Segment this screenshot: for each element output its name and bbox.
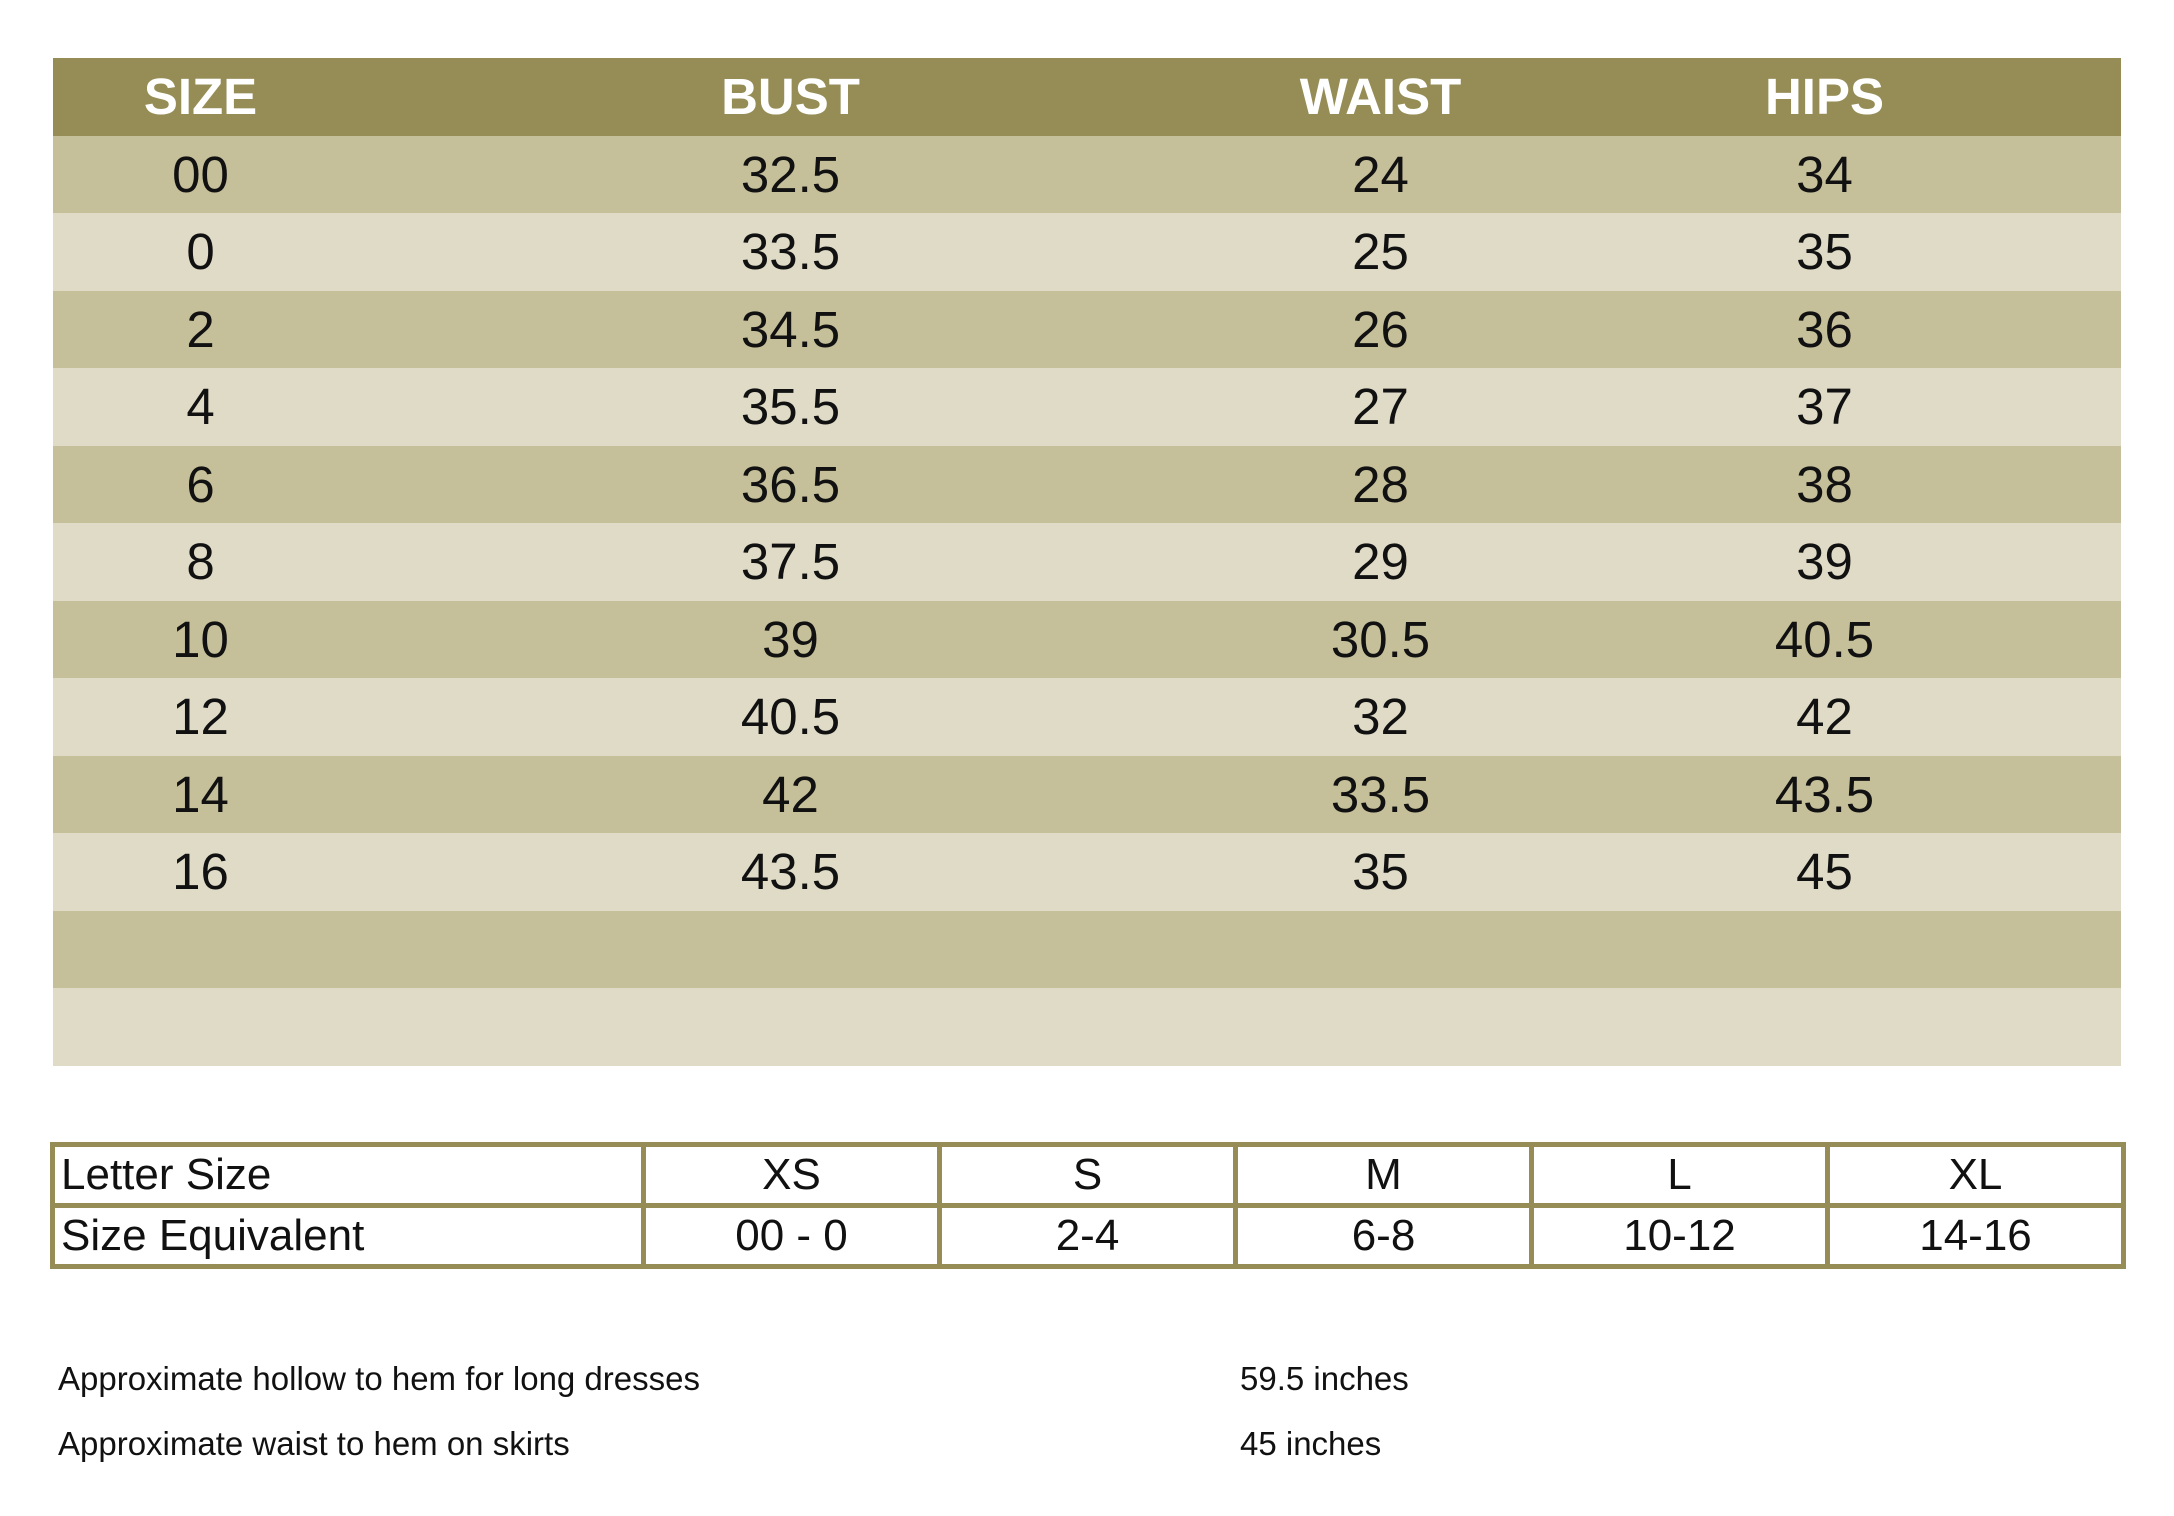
table-row: 8 37.5 29 39 [53, 523, 2121, 601]
size-chart-header-row: SIZE BUST WAIST HIPS [53, 58, 2121, 136]
size-equivalent-cell: 6-8 [1233, 1203, 1534, 1269]
table-row: 14 42 33.5 43.5 [53, 755, 2121, 833]
hips-cell: 42 [1528, 678, 2121, 756]
table-row: 0 33.5 25 35 [53, 213, 2121, 291]
letter-size-cell: XL [1825, 1142, 2126, 1208]
size-equivalent-label: Size Equivalent [50, 1203, 646, 1269]
bust-cell [348, 988, 1233, 1066]
size-cell: 10 [53, 600, 348, 678]
bust-cell: 33.5 [348, 213, 1233, 291]
waist-cell [1233, 988, 1528, 1066]
letter-size-label: Letter Size [50, 1142, 646, 1208]
waist-cell: 30.5 [1233, 600, 1528, 678]
size-cell [53, 988, 348, 1066]
hips-cell: 36 [1528, 290, 2121, 368]
letter-size-cell: S [937, 1142, 1238, 1208]
table-row: 4 35.5 27 37 [53, 368, 2121, 446]
header-hips: HIPS [1528, 58, 2121, 136]
hips-cell: 35 [1528, 213, 2121, 291]
table-row: 6 36.5 28 38 [53, 445, 2121, 523]
size-cell: 4 [53, 368, 348, 446]
size-equivalent-cell: 00 - 0 [641, 1203, 942, 1269]
waist-cell: 29 [1233, 523, 1528, 601]
letter-size-cell: M [1233, 1142, 1534, 1208]
size-cell: 2 [53, 290, 348, 368]
table-row-empty [53, 910, 2121, 988]
size-cell: 14 [53, 755, 348, 833]
size-equivalent-row: Size Equivalent 00 - 0 2-4 6-8 10-12 14-… [50, 1203, 2126, 1269]
bust-cell: 39 [348, 600, 1233, 678]
waist-cell: 35 [1233, 833, 1528, 911]
table-row: 2 34.5 26 36 [53, 290, 2121, 368]
note-waist-to-hem-value: 45 inches [1240, 1425, 1382, 1462]
table-row: 16 43.5 35 45 [53, 833, 2121, 911]
waist-cell [1233, 910, 1528, 988]
table-row-empty [53, 988, 2121, 1066]
bust-cell: 40.5 [348, 678, 1233, 756]
size-cell: 6 [53, 445, 348, 523]
size-chart-table: SIZE BUST WAIST HIPS 00 32.5 24 34 0 33.… [53, 58, 2121, 1066]
header-bust: BUST [348, 58, 1233, 136]
note-hollow-to-hem-value: 59.5 inches [1240, 1360, 1409, 1397]
note-waist-to-hem-label: Approximate waist to hem on skirts [58, 1425, 570, 1462]
table-row: 10 39 30.5 40.5 [53, 600, 2121, 678]
waist-cell: 27 [1233, 368, 1528, 446]
bust-cell: 43.5 [348, 833, 1233, 911]
waist-cell: 33.5 [1233, 755, 1528, 833]
size-cell: 8 [53, 523, 348, 601]
hips-cell: 45 [1528, 833, 2121, 911]
letter-size-row: Letter Size XS S M L XL [50, 1142, 2126, 1208]
size-cell: 0 [53, 213, 348, 291]
bust-cell: 36.5 [348, 445, 1233, 523]
size-equivalent-cell: 14-16 [1825, 1203, 2126, 1269]
bust-cell: 37.5 [348, 523, 1233, 601]
waist-cell: 24 [1233, 135, 1528, 213]
letter-size-cell: XS [641, 1142, 942, 1208]
waist-cell: 32 [1233, 678, 1528, 756]
waist-cell: 25 [1233, 213, 1528, 291]
hips-cell: 37 [1528, 368, 2121, 446]
size-cell [53, 910, 348, 988]
size-equivalent-cell: 10-12 [1529, 1203, 1830, 1269]
hips-cell: 38 [1528, 445, 2121, 523]
bust-cell: 32.5 [348, 135, 1233, 213]
size-equivalent-cell: 2-4 [937, 1203, 1238, 1269]
size-cell: 16 [53, 833, 348, 911]
size-cell: 12 [53, 678, 348, 756]
bust-cell: 35.5 [348, 368, 1233, 446]
table-row: 00 32.5 24 34 [53, 135, 2121, 213]
header-waist: WAIST [1233, 58, 1528, 136]
letter-size-table: Letter Size XS S M L XL Size Equivalent … [50, 1142, 2126, 1269]
table-row: 12 40.5 32 42 [53, 678, 2121, 756]
hips-cell [1528, 988, 2121, 1066]
note-hollow-to-hem-label: Approximate hollow to hem for long dress… [58, 1360, 700, 1397]
bust-cell: 34.5 [348, 290, 1233, 368]
letter-size-cell: L [1529, 1142, 1830, 1208]
hips-cell: 40.5 [1528, 600, 2121, 678]
bust-cell: 42 [348, 755, 1233, 833]
size-cell: 00 [53, 135, 348, 213]
hips-cell: 39 [1528, 523, 2121, 601]
waist-cell: 28 [1233, 445, 1528, 523]
header-size: SIZE [53, 58, 348, 136]
bust-cell [348, 910, 1233, 988]
hips-cell: 43.5 [1528, 755, 2121, 833]
waist-cell: 26 [1233, 290, 1528, 368]
hips-cell [1528, 910, 2121, 988]
hips-cell: 34 [1528, 135, 2121, 213]
